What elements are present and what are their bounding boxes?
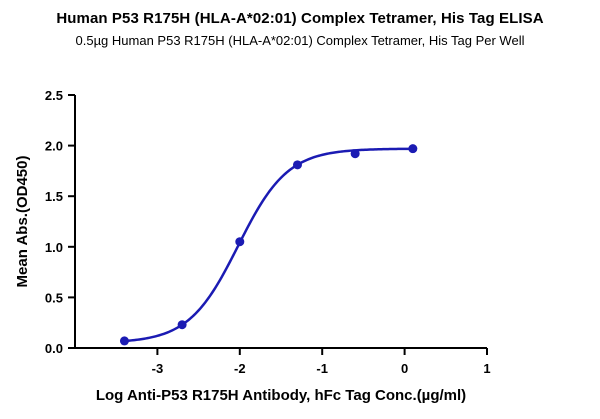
data-point (292, 160, 302, 170)
data-point (119, 336, 129, 346)
x-tick-label: 1 (483, 361, 490, 376)
y-tick-label: 1.5 (45, 189, 63, 204)
data-point (408, 144, 418, 154)
chart-title: Human P53 R175H (HLA-A*02:01) Complex Te… (56, 10, 544, 27)
x-tick-label: -2 (234, 361, 246, 376)
data-point (177, 320, 187, 330)
y-axis-title: Mean Abs.(OD450) (14, 156, 31, 288)
y-tick-label: 2.0 (45, 139, 63, 154)
chart-subtitle: 0.5µg Human P53 R175H (HLA-A*02:01) Comp… (75, 33, 525, 48)
y-tick-label: 0.0 (45, 341, 63, 356)
y-tick-label: 1.0 (45, 240, 63, 255)
x-tick-label: 0 (401, 361, 408, 376)
x-tick-label: -3 (152, 361, 164, 376)
fit-curve (123, 147, 415, 343)
data-point (235, 237, 245, 247)
x-tick-label: -1 (316, 361, 328, 376)
y-tick-label: 0.5 (45, 290, 63, 305)
y-tick-label: 2.5 (45, 88, 63, 103)
x-axis-title: Log Anti-P53 R175H Antibody, hFc Tag Con… (96, 387, 466, 404)
data-point (350, 149, 360, 159)
